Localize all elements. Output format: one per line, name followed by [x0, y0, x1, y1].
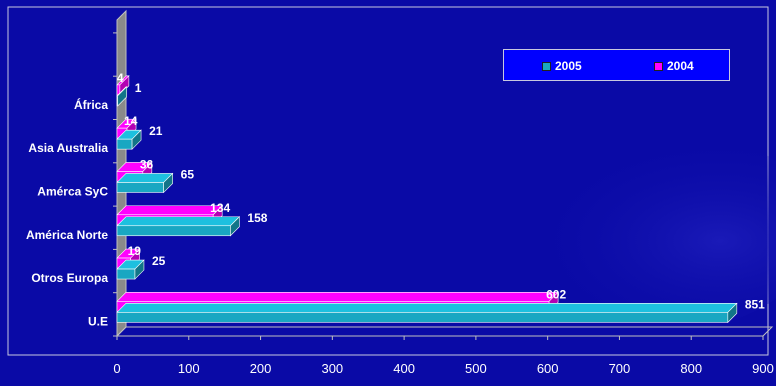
bar-2005-amerca-syc-top: [116, 173, 174, 183]
bar-2005-u-e: [116, 302, 738, 324]
bar-2005-u-e-top: [116, 303, 738, 313]
category-label: Amérca SyC: [37, 184, 108, 198]
category-label: Otros Europa: [31, 271, 108, 285]
bar-2005-amerca-syc-face: [116, 182, 164, 193]
bar-2005-america-norte-top: [116, 216, 241, 227]
bar-2005-africa-side: [117, 86, 128, 107]
x-tick-label: 200: [250, 361, 272, 376]
data-label-2004: 4: [117, 71, 124, 85]
data-label-2004: 36: [140, 157, 154, 171]
x-tick-label: 500: [465, 361, 487, 376]
data-label-2005: 21: [149, 124, 163, 138]
category-label: África: [74, 97, 108, 112]
data-label-2005: 158: [247, 211, 267, 225]
bar-2005-asia-australia-side: [131, 129, 142, 150]
bar-2005-amerca-syc: [116, 172, 174, 194]
legend-swatch-2004: [654, 61, 663, 71]
bar-2005-asia-australia: [116, 129, 142, 150]
x-tick-label: 800: [680, 361, 702, 376]
category-label: U.E: [88, 314, 108, 328]
x-tick-label: 900: [752, 361, 774, 376]
bar-2004-africa-side: [119, 75, 130, 96]
data-label-2005: 25: [152, 254, 166, 268]
bar-2004-u-e-top: [116, 292, 559, 302]
label-group: 0 100 200 300 400 500 600 700 800 900 U.E 851 602 Otr…: [26, 71, 774, 376]
x-tick-label: 700: [609, 361, 631, 376]
bar-2005-u-e-face: [116, 312, 729, 323]
legend-label-2005: 2005: [555, 59, 582, 73]
data-label-2004: 602: [546, 287, 566, 301]
data-label-2004: 134: [210, 201, 230, 215]
bar-2005-u-e-side: [727, 302, 738, 324]
bar-group: [116, 75, 738, 324]
bar-2005-africa: [116, 86, 128, 107]
legend: 2005 2004: [503, 49, 730, 81]
bar-2004-america-norte-top: [116, 205, 223, 216]
bar-2005-asia-australia-face: [116, 138, 133, 150]
background-swirl: [420, 120, 776, 340]
data-label-2005: 851: [745, 297, 765, 311]
x-tick-label: 100: [178, 361, 200, 376]
bar-2005-otros-europa-face: [116, 268, 136, 280]
data-label-2004: 14: [124, 114, 138, 128]
category-label: Asia Australia: [28, 141, 108, 155]
bar-2005-america-norte-side: [230, 216, 240, 237]
x-tick-label: 600: [537, 361, 559, 376]
bar-2005-amerca-syc-side: [163, 172, 173, 194]
x-tick-label: 400: [393, 361, 415, 376]
data-label-2005: 1: [135, 81, 142, 95]
category-label: América Norte: [26, 228, 108, 242]
x-tick-label: 300: [321, 361, 343, 376]
data-label-2005: 65: [181, 167, 195, 181]
bar-2005-otros-europa: [116, 259, 145, 280]
legend-label-2004: 2004: [667, 59, 694, 73]
legend-item-2005: 2005: [542, 59, 582, 73]
data-label-2004: 19: [128, 244, 142, 258]
bar-2005-america-norte-face: [116, 225, 231, 237]
bar-2005-america-norte: [116, 216, 241, 237]
bar-2005-otros-europa-side: [134, 259, 145, 280]
legend-swatch-2005: [542, 61, 551, 71]
legend-item-2004: 2004: [654, 59, 694, 73]
x-tick-label: 0: [113, 361, 120, 376]
